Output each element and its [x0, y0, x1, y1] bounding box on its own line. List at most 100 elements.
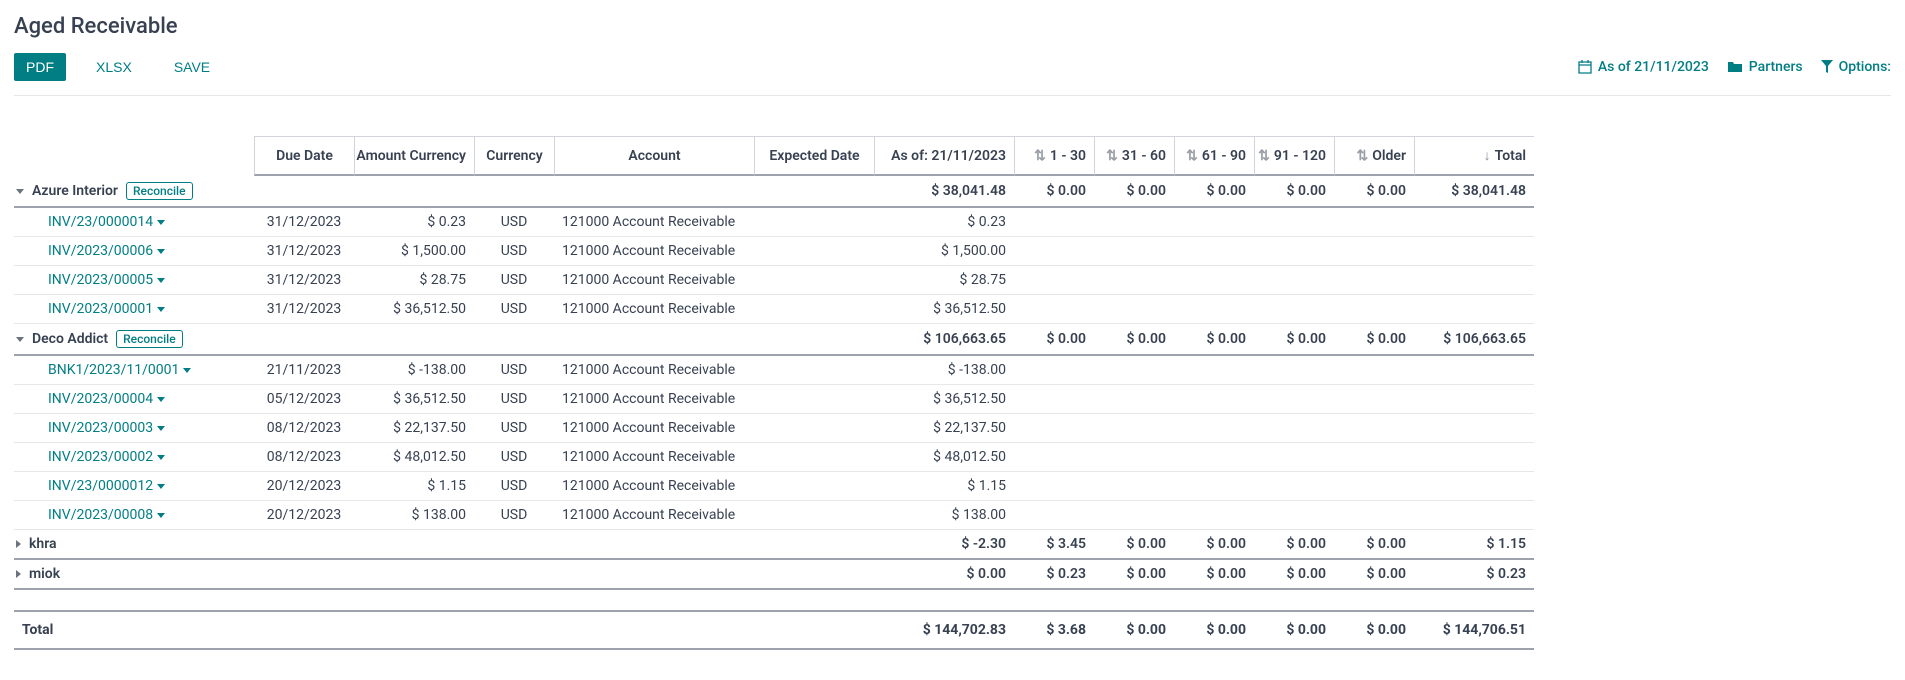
partner-name[interactable]: khra	[29, 536, 57, 552]
partners-filter[interactable]: Partners	[1727, 59, 1803, 75]
invoice-row: INV/2023/00005	[14, 266, 254, 295]
col-total[interactable]: Total	[1414, 136, 1534, 176]
grand-total-total: $ 144,706.51	[1414, 610, 1534, 650]
invoice-link[interactable]: INV/23/0000012	[48, 478, 153, 494]
xlsx-button[interactable]: XLSX	[84, 53, 144, 81]
group-row[interactable]: khra	[14, 530, 254, 560]
col-currency[interactable]: Currency	[474, 136, 554, 176]
caret-down-icon[interactable]	[157, 426, 165, 431]
col-partner	[14, 136, 254, 176]
group-total: $ 38,041.48	[1414, 176, 1534, 208]
col-1-30[interactable]: ⇅1 - 30	[1014, 136, 1094, 176]
reconcile-button[interactable]: Reconcile	[116, 330, 183, 348]
amount-currency: $ 0.23	[354, 208, 474, 237]
line-as-of: $ 28.75	[874, 266, 1014, 295]
amount-currency: $ 36,512.50	[354, 385, 474, 414]
line-as-of: $ -138.00	[874, 356, 1014, 385]
caret-down-icon[interactable]	[157, 397, 165, 402]
amount-currency: $ 28.75	[354, 266, 474, 295]
col-61-90[interactable]: ⇅61 - 90	[1174, 136, 1254, 176]
reconcile-button[interactable]: Reconcile	[126, 182, 193, 200]
amount-currency: $ 22,137.50	[354, 414, 474, 443]
invoice-link[interactable]: INV/2023/00006	[48, 243, 153, 259]
amount-currency: $ 1.15	[354, 472, 474, 501]
invoice-link[interactable]: INV/2023/00005	[48, 272, 153, 288]
currency: USD	[474, 266, 554, 295]
caret-down-icon[interactable]	[157, 220, 165, 225]
due-date: 31/12/2023	[254, 295, 354, 324]
invoice-row: INV/23/0000012	[14, 472, 254, 501]
group-total: $ 0.23	[1414, 560, 1534, 590]
options-filter[interactable]: Options:	[1821, 59, 1891, 75]
save-button[interactable]: SAVE	[162, 53, 222, 81]
currency: USD	[474, 472, 554, 501]
caret-down-icon[interactable]	[157, 484, 165, 489]
invoice-link[interactable]: INV/2023/00008	[48, 507, 153, 523]
group-total: $ 106,663.65	[1414, 324, 1534, 356]
line-as-of: $ 36,512.50	[874, 385, 1014, 414]
chevron-right-icon	[16, 540, 21, 548]
partner-name[interactable]: Deco Addict	[32, 331, 108, 347]
group-total: $ 1.15	[1414, 530, 1534, 560]
currency: USD	[474, 443, 554, 472]
caret-down-icon[interactable]	[157, 278, 165, 283]
col-amount-currency[interactable]: Amount Currency	[354, 136, 474, 176]
due-date: 31/12/2023	[254, 208, 354, 237]
caret-down-icon[interactable]	[157, 249, 165, 254]
currency: USD	[474, 385, 554, 414]
due-date: 31/12/2023	[254, 266, 354, 295]
col-91-120[interactable]: ⇅91 - 120	[1254, 136, 1334, 176]
account: 121000 Account Receivable	[554, 501, 754, 530]
pdf-button[interactable]: PDF	[14, 53, 66, 81]
col-older[interactable]: ⇅Older	[1334, 136, 1414, 176]
due-date: 20/12/2023	[254, 472, 354, 501]
partner-name[interactable]: miok	[29, 566, 60, 582]
col-account[interactable]: Account	[554, 136, 754, 176]
account: 121000 Account Receivable	[554, 385, 754, 414]
filter-icon	[1821, 60, 1833, 74]
currency: USD	[474, 501, 554, 530]
account: 121000 Account Receivable	[554, 266, 754, 295]
account: 121000 Account Receivable	[554, 295, 754, 324]
options-label: Options:	[1839, 59, 1891, 75]
caret-down-icon[interactable]	[157, 455, 165, 460]
line-as-of: $ 22,137.50	[874, 414, 1014, 443]
line-as-of: $ 138.00	[874, 501, 1014, 530]
caret-down-icon[interactable]	[157, 307, 165, 312]
invoice-link[interactable]: INV/2023/00004	[48, 391, 153, 407]
grand-total-as-of: $ 144,702.83	[874, 610, 1014, 650]
caret-down-icon[interactable]	[157, 513, 165, 518]
account: 121000 Account Receivable	[554, 414, 754, 443]
invoice-link[interactable]: INV/23/0000014	[48, 214, 153, 230]
account: 121000 Account Receivable	[554, 208, 754, 237]
due-date: 31/12/2023	[254, 237, 354, 266]
invoice-link[interactable]: INV/2023/00003	[48, 420, 153, 436]
currency: USD	[474, 295, 554, 324]
due-date: 21/11/2023	[254, 356, 354, 385]
caret-down-icon[interactable]	[183, 368, 191, 373]
col-due-date[interactable]: Due Date	[254, 136, 354, 176]
chevron-down-icon	[16, 337, 24, 342]
invoice-link[interactable]: INV/2023/00002	[48, 449, 153, 465]
invoice-row: INV/2023/00003	[14, 414, 254, 443]
account: 121000 Account Receivable	[554, 443, 754, 472]
col-31-60[interactable]: ⇅31 - 60	[1094, 136, 1174, 176]
col-expected-date[interactable]: Expected Date	[754, 136, 874, 176]
amount-currency: $ -138.00	[354, 356, 474, 385]
group-row[interactable]: miok	[14, 560, 254, 590]
due-date: 08/12/2023	[254, 443, 354, 472]
grand-total-label: Total	[14, 610, 254, 650]
group-row[interactable]: Deco Addict Reconcile	[14, 324, 254, 356]
group-as-of: $ 106,663.65	[874, 324, 1014, 356]
invoice-link[interactable]: BNK1/2023/11/0001	[48, 362, 179, 378]
group-row[interactable]: Azure Interior Reconcile	[14, 176, 254, 208]
invoice-link[interactable]: INV/2023/00001	[48, 301, 153, 317]
partner-name[interactable]: Azure Interior	[32, 183, 118, 199]
amount-currency: $ 36,512.50	[354, 295, 474, 324]
due-date: 05/12/2023	[254, 385, 354, 414]
toolbar: PDF XLSX SAVE As of 21/11/2023 Partners …	[14, 53, 1891, 96]
col-as-of[interactable]: As of: 21/11/2023	[874, 136, 1014, 176]
as-of-filter[interactable]: As of 21/11/2023	[1578, 59, 1709, 75]
group-as-of: $ -2.30	[874, 530, 1014, 560]
invoice-row: INV/2023/00006	[14, 237, 254, 266]
